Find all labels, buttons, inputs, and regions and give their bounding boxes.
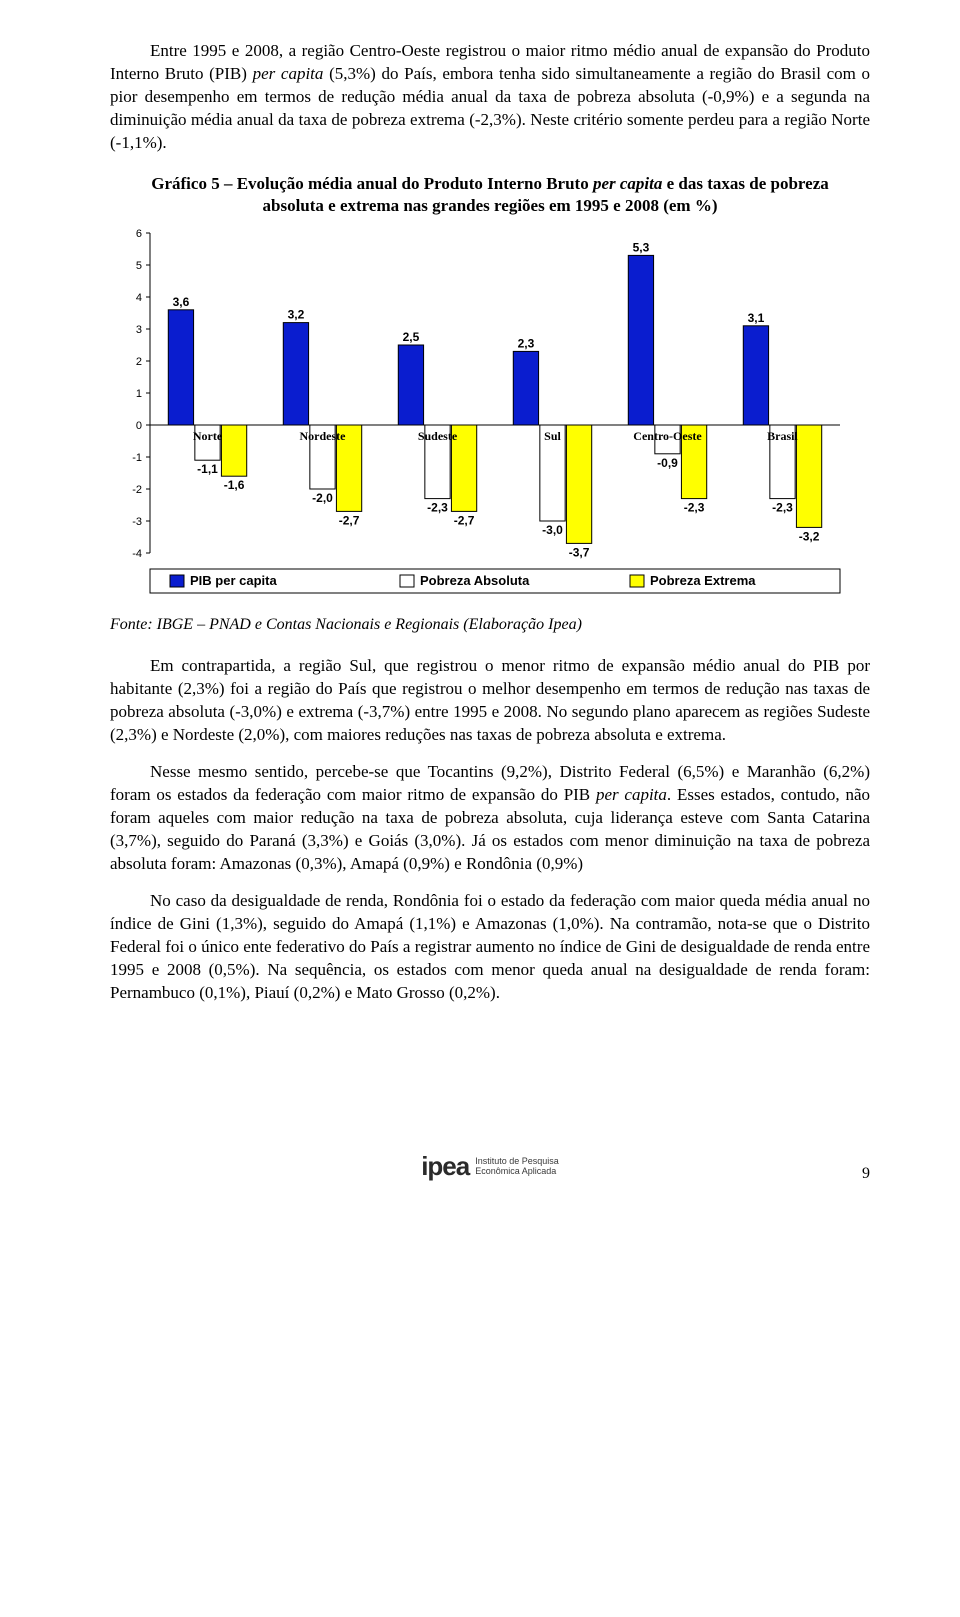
svg-text:Sudeste: Sudeste bbox=[418, 429, 458, 443]
p3-text-b: per capita bbox=[596, 785, 667, 804]
svg-text:-3,2: -3,2 bbox=[799, 529, 820, 543]
chart-title-a: Gráfico 5 – Evolução média anual do Prod… bbox=[151, 174, 593, 193]
logo-line1: Instituto de Pesquisa bbox=[475, 1156, 559, 1166]
paragraph-3: Nesse mesmo sentido, percebe-se que Toca… bbox=[110, 761, 870, 876]
svg-text:6: 6 bbox=[136, 228, 142, 240]
svg-text:1: 1 bbox=[136, 388, 142, 400]
svg-text:2: 2 bbox=[136, 356, 142, 368]
svg-text:-2,7: -2,7 bbox=[454, 513, 475, 527]
svg-text:-0,9: -0,9 bbox=[657, 456, 678, 470]
chart-source: Fonte: IBGE – PNAD e Contas Nacionais e … bbox=[110, 614, 870, 636]
svg-text:Brasil: Brasil bbox=[767, 429, 798, 443]
svg-text:-4: -4 bbox=[132, 548, 142, 560]
svg-text:0: 0 bbox=[136, 420, 142, 432]
svg-text:Nordeste: Nordeste bbox=[300, 429, 347, 443]
svg-text:-3,7: -3,7 bbox=[569, 545, 590, 559]
ipea-logo: ipea Instituto de Pesquisa Econômica Apl… bbox=[421, 1149, 559, 1184]
logo-line2: Econômica Aplicada bbox=[475, 1166, 556, 1176]
page-number: 9 bbox=[862, 1163, 870, 1185]
svg-text:Centro-Oeste: Centro-Oeste bbox=[633, 429, 702, 443]
svg-text:Pobreza Absoluta: Pobreza Absoluta bbox=[420, 573, 530, 588]
bar-chart: -4 -3 -2 -1 0 1 2 3 4 5 6 3,6 -1,1 -1,6 Norte 3,2 -2,0 -2… bbox=[110, 223, 870, 610]
page-footer: ipea Instituto de Pesquisa Econômica Apl… bbox=[110, 1125, 870, 1185]
svg-text:-1: -1 bbox=[132, 452, 142, 464]
svg-text:3,1: 3,1 bbox=[748, 311, 765, 325]
svg-text:4: 4 bbox=[136, 292, 142, 304]
svg-text:-2,3: -2,3 bbox=[684, 500, 705, 514]
svg-text:Sul: Sul bbox=[544, 429, 561, 443]
svg-text:5,3: 5,3 bbox=[633, 240, 650, 254]
svg-text:-2: -2 bbox=[132, 484, 142, 496]
logo-mark: ipea bbox=[421, 1149, 469, 1184]
paragraph-4: No caso da desigualdade de renda, Rondôn… bbox=[110, 890, 870, 1005]
svg-text:-2,3: -2,3 bbox=[427, 500, 448, 514]
svg-text:5: 5 bbox=[136, 260, 142, 272]
p1-text-b: per capita bbox=[253, 64, 324, 83]
svg-text:3,2: 3,2 bbox=[288, 307, 305, 321]
svg-text:2,5: 2,5 bbox=[403, 330, 420, 344]
svg-text:2,3: 2,3 bbox=[518, 336, 535, 350]
svg-text:-3,0: -3,0 bbox=[542, 523, 563, 537]
svg-text:-1,6: -1,6 bbox=[224, 478, 245, 492]
svg-text:-1,1: -1,1 bbox=[197, 462, 218, 476]
svg-text:-2,3: -2,3 bbox=[772, 500, 793, 514]
chart-title-b: per capita bbox=[593, 174, 662, 193]
chart-svg: -4 -3 -2 -1 0 1 2 3 4 5 6 3,6 -1,1 -1,6 Norte 3,2 -2,0 -2… bbox=[110, 223, 850, 603]
svg-text:-2,7: -2,7 bbox=[339, 513, 360, 527]
svg-text:-3: -3 bbox=[132, 516, 142, 528]
svg-text:Norte: Norte bbox=[193, 429, 223, 443]
paragraph-2: Em contrapartida, a região Sul, que regi… bbox=[110, 655, 870, 747]
svg-text:PIB per capita: PIB per capita bbox=[190, 573, 277, 588]
svg-text:Pobreza Extrema: Pobreza Extrema bbox=[650, 573, 756, 588]
svg-text:-2,0: -2,0 bbox=[312, 491, 333, 505]
svg-text:3,6: 3,6 bbox=[173, 295, 190, 309]
paragraph-intro: Entre 1995 e 2008, a região Centro-Oeste… bbox=[110, 40, 870, 155]
logo-text: Instituto de Pesquisa Econômica Aplicada bbox=[475, 1157, 559, 1177]
chart-title: Gráfico 5 – Evolução média anual do Prod… bbox=[140, 173, 840, 217]
svg-text:3: 3 bbox=[136, 324, 142, 336]
